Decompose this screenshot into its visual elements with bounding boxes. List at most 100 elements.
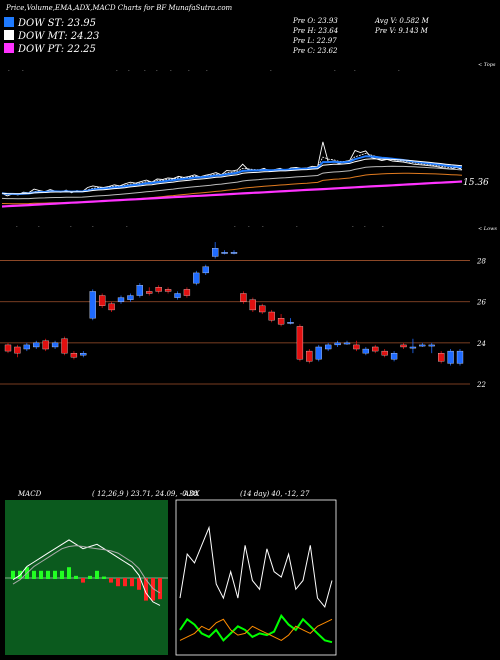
- lows-marker: ·: [295, 224, 301, 229]
- candle-body: [89, 291, 96, 319]
- adx-panel-bg: [175, 499, 337, 656]
- candle-body: [296, 326, 304, 360]
- macd-histogram-bar: [144, 578, 148, 601]
- macd-histogram-bar: [137, 578, 141, 590]
- candle-body: [325, 344, 332, 350]
- candle-body: [447, 350, 454, 364]
- tops-marker: ·: [155, 68, 161, 73]
- candle-body: [99, 295, 106, 306]
- macd-panel-bg: [5, 500, 168, 655]
- macd-histogram-bar: [116, 578, 120, 587]
- candle-body: [146, 291, 153, 294]
- macd-histogram-bar: [60, 570, 64, 579]
- candle-body: [70, 352, 78, 358]
- candle-body: [42, 340, 49, 350]
- candle-body: [428, 344, 435, 347]
- candle-body: [164, 289, 172, 292]
- candle-body: [33, 342, 40, 348]
- candle-body: [334, 342, 341, 346]
- candle-body: [381, 350, 388, 356]
- macd-histogram-bar: [46, 570, 50, 579]
- candle-body: [61, 338, 68, 354]
- legend-label-mt: DOW MT: 24.23: [18, 31, 100, 42]
- candle-body: [14, 346, 21, 354]
- tick-label: 22: [476, 381, 486, 389]
- candle-body: [230, 252, 238, 254]
- stat-avg-volume: Avg V: 0.582 M: [375, 17, 429, 25]
- ema-pt-line: [1, 180, 463, 208]
- legend-label-st: DOW ST: 23.95: [18, 18, 97, 29]
- candle-body: [23, 344, 30, 350]
- candle-body: [287, 322, 294, 324]
- tick-label: 26: [476, 299, 486, 307]
- legend-swatch-st: [4, 17, 14, 27]
- candle-body: [51, 342, 59, 348]
- chart-title: Price,Volume,EMA,ADX,MACD Charts for BF …: [6, 4, 233, 12]
- macd-histogram-bar: [39, 570, 43, 579]
- lows-marker: ·: [261, 224, 267, 229]
- legend-swatch-pt: [4, 43, 14, 53]
- candle-body: [117, 297, 125, 302]
- candle-body: [259, 305, 266, 313]
- tops-marker: ·: [127, 68, 133, 73]
- macd-histogram-bar: [151, 578, 155, 601]
- macd-histogram-bar: [123, 578, 127, 587]
- candle-body: [306, 350, 313, 362]
- adx-line: [179, 525, 333, 608]
- legend-dow-mt: DOW MT: 24.23: [4, 30, 99, 42]
- ema-orange-line: [1, 172, 463, 205]
- candle-body: [343, 342, 351, 345]
- candle-body: [221, 252, 228, 254]
- candle-body: [155, 287, 162, 292]
- stat-open: Pre O: 23.93: [293, 17, 338, 25]
- candle-body: [193, 272, 200, 284]
- candle-body: [277, 318, 285, 325]
- tops-marker: ·: [269, 68, 275, 73]
- lows-marker: ·: [233, 224, 239, 229]
- candle-body: [409, 346, 417, 349]
- macd-histogram-bar: [88, 575, 92, 579]
- candle-body: [174, 293, 181, 298]
- tops-marker: ·: [187, 68, 193, 73]
- candle-body: [4, 344, 12, 352]
- candle-body: [390, 352, 398, 360]
- tops-marker: ·: [333, 68, 339, 73]
- stat-close: Pre C: 23.62: [293, 47, 338, 55]
- tops-marker: ·: [353, 68, 359, 73]
- stat-high: Pre H: 23.64: [293, 27, 339, 35]
- legend-swatch-mt: [4, 30, 14, 40]
- lows-marker: ·: [363, 224, 369, 229]
- ema-mt-line: [1, 158, 463, 195]
- candle-body: [240, 293, 247, 302]
- adx-title: ADX: [184, 490, 200, 498]
- candle-body: [362, 348, 369, 354]
- tops-marker: ·: [143, 68, 149, 73]
- ema-value-label: 15.36: [463, 178, 489, 188]
- candle-body: [136, 285, 143, 296]
- macd-title: MACD: [18, 490, 42, 498]
- legend-dow-st: DOW ST: 23.95: [4, 17, 96, 29]
- macd-histogram-bar: [32, 570, 36, 579]
- candle-body: [249, 299, 256, 311]
- lows-marker: ·: [91, 224, 97, 229]
- price-line: [1, 141, 463, 197]
- candle-body: [183, 289, 191, 296]
- macd-histogram-bar: [53, 570, 57, 579]
- stat-prev-volume: Pre V: 9.143 M: [375, 27, 428, 35]
- tick-label: 24: [476, 340, 486, 348]
- candle-body: [268, 311, 275, 321]
- tops-marker: ·: [115, 68, 121, 73]
- lows-marker: ·: [125, 224, 131, 229]
- tops-marker: ·: [169, 68, 175, 73]
- lows-marker: ·: [69, 224, 75, 229]
- lows-marker: ·: [381, 224, 387, 229]
- candle-body: [400, 344, 407, 348]
- macd-histogram-bar: [67, 567, 71, 579]
- macd-histogram-bar: [11, 570, 15, 579]
- candle-body: [315, 346, 322, 360]
- stat-low: Pre L: 22.97: [293, 37, 337, 45]
- minus-di-line: [179, 618, 333, 641]
- candle-body: [372, 346, 379, 352]
- candle-body: [212, 248, 219, 257]
